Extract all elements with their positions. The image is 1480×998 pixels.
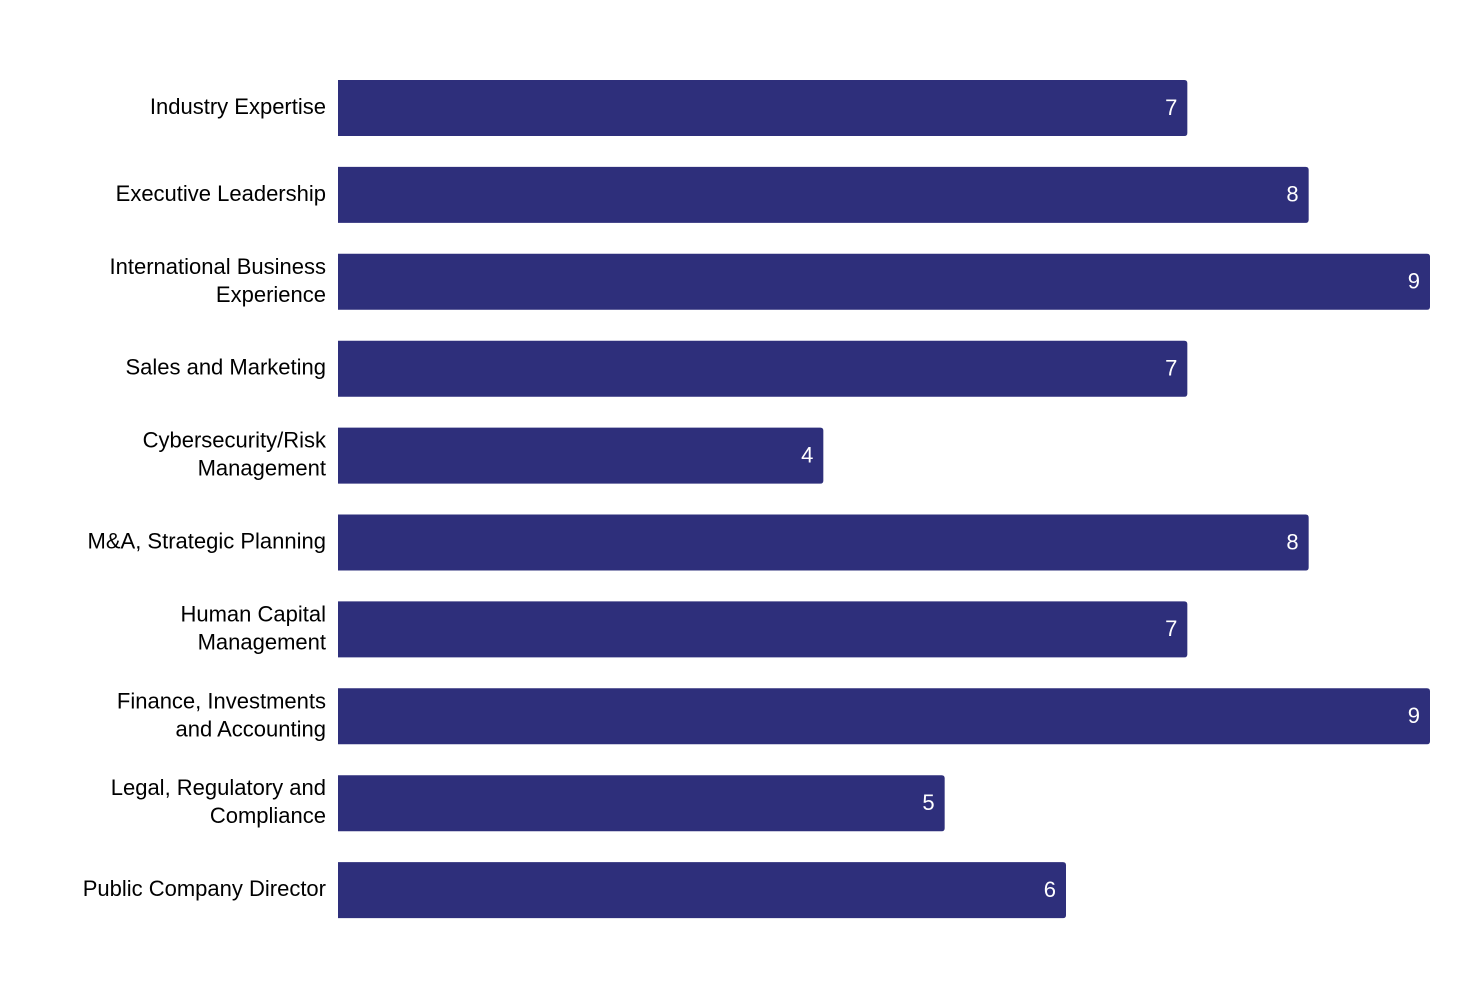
value-label: 8 <box>1286 529 1298 554</box>
category-label: Human Capital Management <box>180 601 326 654</box>
value-label: 7 <box>1165 356 1177 381</box>
category-label: International Business Experience <box>110 254 326 307</box>
category-label: Executive Leadership <box>116 181 326 206</box>
category-label: Finance, Investments and Accounting <box>117 688 326 741</box>
bar <box>338 80 1188 136</box>
category-label: Legal, Regulatory and Compliance <box>111 775 326 828</box>
category-label: Sales and Marketing <box>125 355 326 380</box>
category-label: Cybersecurity/Risk Management <box>143 427 327 480</box>
category-label: M&A, Strategic Planning <box>88 528 326 553</box>
bar <box>338 688 1430 745</box>
value-label: 5 <box>922 790 934 815</box>
bar <box>338 601 1188 658</box>
bar <box>338 427 824 484</box>
category-label: Industry Expertise <box>150 94 326 119</box>
category-label: Public Company Director <box>83 876 326 901</box>
bar <box>338 775 945 832</box>
bar <box>338 340 1188 397</box>
value-label: 7 <box>1165 616 1177 641</box>
value-label: 9 <box>1408 269 1420 294</box>
value-label: 9 <box>1408 703 1420 728</box>
value-label: 6 <box>1044 877 1056 902</box>
bar <box>338 514 1309 571</box>
value-label: 4 <box>801 442 813 467</box>
bar <box>338 253 1430 310</box>
value-label: 7 <box>1165 95 1177 120</box>
value-label: 8 <box>1286 182 1298 207</box>
bar <box>338 166 1309 223</box>
bar <box>338 862 1066 919</box>
